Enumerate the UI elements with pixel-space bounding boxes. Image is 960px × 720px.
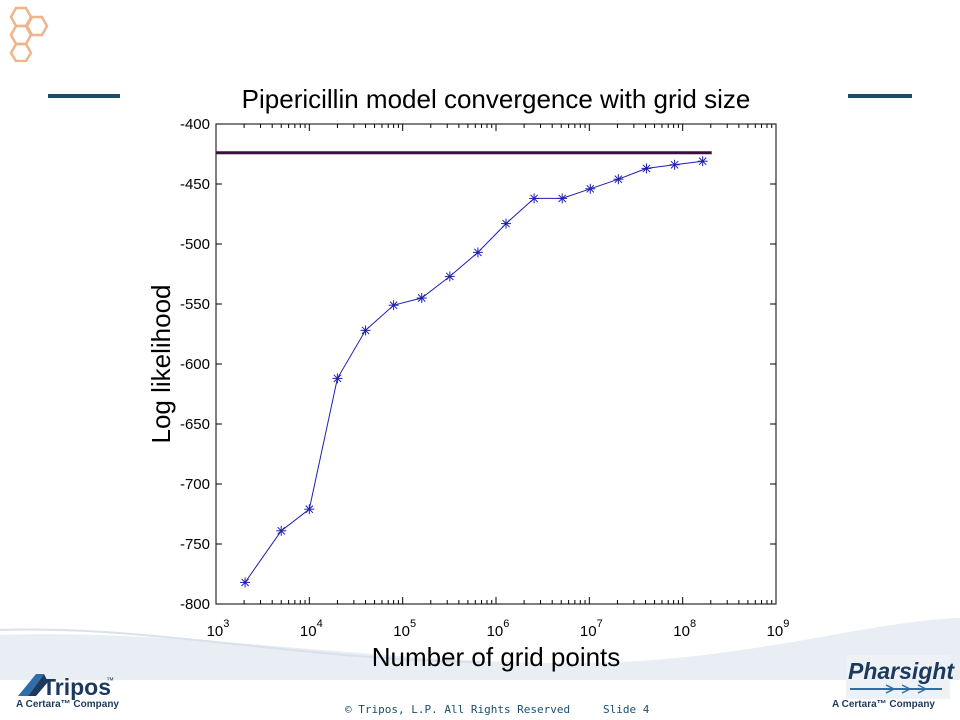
data-point: [416, 293, 427, 303]
tripos-logo-text: Tripos: [42, 674, 112, 700]
plot-area: [215, 123, 777, 605]
data-point: [276, 525, 287, 536]
footer-swoosh: [0, 618, 960, 680]
y-tick-label: -600: [180, 356, 210, 373]
data-point: [557, 193, 568, 204]
series-markers: [240, 156, 708, 588]
data-point: [332, 373, 343, 384]
title-accent-bar-left: [48, 94, 120, 98]
x-tick-label: 105: [393, 618, 416, 640]
data-point: [472, 247, 483, 258]
data-point: [240, 577, 251, 588]
x-tick-label: 109: [767, 618, 790, 640]
data-point: [444, 271, 455, 282]
data-point: [304, 504, 315, 515]
pharsight-tagline: A Certara™ Company: [832, 699, 935, 710]
x-tick-labels: 103 104 105 106 107 108 109: [207, 618, 790, 640]
tripos-tagline: A Certara™ Company: [16, 699, 119, 710]
y-tick-label: -750: [180, 536, 210, 553]
data-point: [360, 325, 371, 336]
pharsight-logo-icon: [846, 655, 950, 699]
tripos-trademark: ™: [106, 676, 114, 685]
data-point: [501, 218, 512, 229]
y-tick-label: -450: [180, 176, 210, 193]
data-point: [613, 174, 624, 185]
data-point: [669, 159, 680, 170]
data-point: [529, 193, 540, 204]
slide-footer: © Tripos, L.P. All Rights Reserved Slide…: [0, 700, 960, 720]
x-axis-label: Number of grid points: [372, 642, 621, 672]
x-tick-label: 104: [300, 618, 323, 640]
chart-title: Pipericillin model convergence with grid…: [242, 84, 751, 114]
data-point: [697, 156, 708, 167]
copyright-text: © Tripos, L.P. All Rights Reserved: [345, 703, 571, 716]
x-tick-label: 108: [673, 618, 696, 640]
hexagon-logo-icon: [9, 6, 49, 62]
data-point: [585, 183, 596, 194]
tripos-logo-icon: [18, 674, 48, 696]
slide-number: Slide 4: [603, 703, 650, 716]
axis-ticks: [215, 123, 777, 605]
data-point: [641, 163, 652, 174]
y-tick-label: -650: [180, 416, 210, 433]
y-tick-label: -550: [180, 296, 210, 313]
y-axis-label: Log likelihood: [146, 284, 176, 443]
y-tick-label: -800: [180, 596, 210, 613]
pharsight-logo-text: Pharsight: [848, 658, 955, 684]
title-accent-bar-right: [848, 94, 912, 98]
data-point: [388, 300, 399, 311]
x-tick-label: 107: [580, 618, 603, 640]
x-tick-label: 106: [487, 618, 510, 640]
y-tick-label: -500: [180, 236, 210, 253]
y-tick-label: -400: [180, 116, 210, 133]
y-tick-label: -700: [180, 476, 210, 493]
y-tick-labels: -400 -450 -500 -550 -600 -650 -700 -750 -800: [180, 116, 210, 613]
x-tick-label: 103: [207, 618, 230, 640]
